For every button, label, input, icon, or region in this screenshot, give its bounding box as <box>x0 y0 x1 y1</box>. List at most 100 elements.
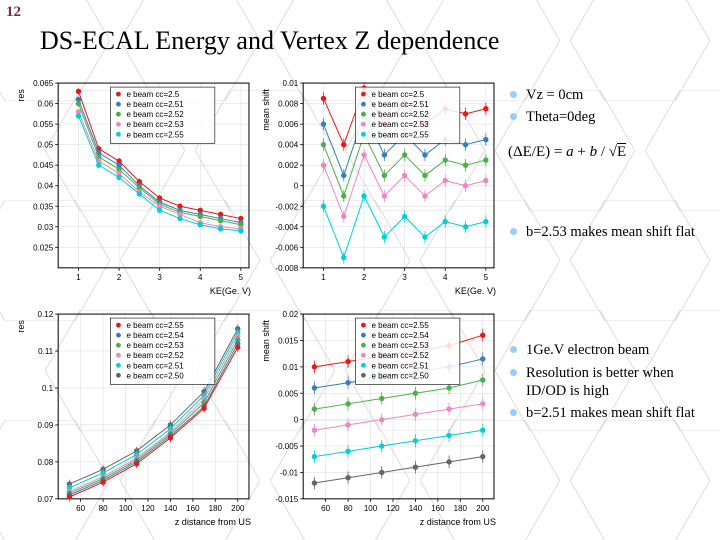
svg-text:e beam cc=2.52: e beam cc=2.52 <box>371 110 429 119</box>
svg-text:5: 5 <box>484 273 489 282</box>
svg-text:1: 1 <box>76 273 81 282</box>
svg-text:0.005: 0.005 <box>278 389 299 398</box>
svg-text:0.07: 0.07 <box>38 495 54 504</box>
svg-text:mean shift: mean shift <box>261 320 271 362</box>
svg-text:-0.006: -0.006 <box>275 243 298 252</box>
svg-text:160: 160 <box>186 504 200 513</box>
svg-text:80: 80 <box>99 504 108 513</box>
svg-text:res: res <box>16 89 26 102</box>
svg-text:e beam cc=2.55: e beam cc=2.55 <box>126 130 184 139</box>
svg-text:0.006: 0.006 <box>278 120 299 129</box>
svg-text:KE(Ge. V): KE(Ge. V) <box>455 286 496 296</box>
plot-res-vs-z: 0.07 0.08 0.09 0.1 0.11 0.12 60 80 100 120 140 160 1… <box>14 305 255 530</box>
svg-text:0.05: 0.05 <box>38 141 54 150</box>
svg-text:0: 0 <box>294 182 299 191</box>
formula: (ΔE/E) = a + b / √E <box>508 144 708 161</box>
svg-text:res: res <box>16 320 26 333</box>
svg-text:e beam cc=2.52: e beam cc=2.52 <box>371 351 429 360</box>
plot-meanshift-vs-z: -0.015-0.01-0.00500.0050.010.0150.026080… <box>259 305 500 530</box>
svg-text:0.015: 0.015 <box>278 336 299 345</box>
svg-text:e beam cc=2.52: e beam cc=2.52 <box>126 110 184 119</box>
svg-text:0.01: 0.01 <box>283 79 299 88</box>
svg-text:-0.004: -0.004 <box>275 223 298 232</box>
notes-sec2: b=2.53 makes mean shift flat <box>508 223 708 241</box>
svg-text:140: 140 <box>409 504 423 513</box>
svg-text:e beam cc=2.51: e beam cc=2.51 <box>126 361 184 370</box>
svg-text:e beam cc=2.51: e beam cc=2.51 <box>371 361 429 370</box>
svg-text:0.03: 0.03 <box>38 223 54 232</box>
svg-text:0: 0 <box>294 416 299 425</box>
plot-grid: 0.025 0.03 0.035 0.04 0.045 0.05 0.055 0.06 0.06… <box>14 74 500 530</box>
svg-text:5: 5 <box>239 273 244 282</box>
svg-text:100: 100 <box>119 504 133 513</box>
svg-text:0.004: 0.004 <box>278 141 299 150</box>
svg-text:0.065: 0.065 <box>33 79 54 88</box>
bullet: Vz = 0cm <box>508 86 708 104</box>
svg-text:e beam cc=2.51: e beam cc=2.51 <box>371 100 429 109</box>
bullet: b=2.51 makes mean shift flat <box>508 404 708 422</box>
svg-text:e beam cc=2.55: e beam cc=2.55 <box>126 321 184 330</box>
svg-text:e beam cc=2.55: e beam cc=2.55 <box>371 130 429 139</box>
svg-text:60: 60 <box>321 504 330 513</box>
bullet: Resolution is better when ID/OD is high <box>508 364 708 400</box>
svg-text:e beam cc=2.55: e beam cc=2.55 <box>371 321 429 330</box>
svg-text:0.01: 0.01 <box>283 363 299 372</box>
svg-text:-0.002: -0.002 <box>275 202 298 211</box>
bullet: b=2.53 makes mean shift flat <box>508 223 708 241</box>
notes-column: Vz = 0cm Theta=0deg (ΔE/E) = a + b / √E … <box>508 80 708 426</box>
svg-text:0.002: 0.002 <box>278 161 299 170</box>
svg-text:KE(Ge. V): KE(Ge. V) <box>210 286 251 296</box>
slide-number: 12 <box>6 4 21 21</box>
svg-text:z distance from US: z distance from US <box>175 517 251 527</box>
svg-text:4: 4 <box>443 273 448 282</box>
notes-sec3: 1Ge.V electron beam Resolution is better… <box>508 341 708 422</box>
plot-res-vs-ke: 0.025 0.03 0.035 0.04 0.045 0.05 0.055 0.06 0.06… <box>14 74 255 299</box>
plot-meanshift-vs-ke: -0.008 -0.006 -0.004 -0.002 0 0.002 0.004 0.006… <box>259 74 500 299</box>
svg-text:0.09: 0.09 <box>38 421 54 430</box>
svg-text:e beam cc=2.51: e beam cc=2.51 <box>126 100 184 109</box>
svg-text:0.04: 0.04 <box>38 182 54 191</box>
svg-text:120: 120 <box>386 504 400 513</box>
svg-text:0.06: 0.06 <box>38 100 54 109</box>
svg-text:e beam cc=2.50: e beam cc=2.50 <box>126 371 184 380</box>
svg-text:0.025: 0.025 <box>33 243 54 252</box>
svg-text:80: 80 <box>344 504 353 513</box>
svg-text:200: 200 <box>476 504 490 513</box>
notes-sec1: Vz = 0cm Theta=0deg <box>508 86 708 126</box>
svg-text:160: 160 <box>431 504 445 513</box>
svg-text:-0.008: -0.008 <box>275 264 298 273</box>
svg-text:2: 2 <box>117 273 122 282</box>
svg-text:180: 180 <box>454 504 468 513</box>
svg-text:0.045: 0.045 <box>33 161 54 170</box>
svg-text:e beam cc=2.5: e beam cc=2.5 <box>126 90 179 99</box>
svg-text:1: 1 <box>321 273 326 282</box>
svg-text:0.008: 0.008 <box>278 100 299 109</box>
svg-text:3: 3 <box>157 273 162 282</box>
svg-text:0.035: 0.035 <box>33 202 54 211</box>
svg-text:-0.005: -0.005 <box>275 442 298 451</box>
svg-text:180: 180 <box>209 504 223 513</box>
svg-text:0.11: 0.11 <box>38 347 54 356</box>
svg-text:140: 140 <box>164 504 178 513</box>
svg-text:2: 2 <box>362 273 367 282</box>
svg-text:-0.01: -0.01 <box>280 468 299 477</box>
svg-text:e beam cc=2.53: e beam cc=2.53 <box>371 120 429 129</box>
svg-text:e beam cc=2.53: e beam cc=2.53 <box>371 341 429 350</box>
svg-text:z distance from US: z distance from US <box>420 517 496 527</box>
svg-text:100: 100 <box>364 504 378 513</box>
svg-text:0.12: 0.12 <box>38 310 54 319</box>
svg-text:120: 120 <box>141 504 155 513</box>
svg-text:e beam cc=2.52: e beam cc=2.52 <box>126 351 184 360</box>
bullet: Theta=0deg <box>508 108 708 126</box>
svg-text:e beam cc=2.53: e beam cc=2.53 <box>126 341 184 350</box>
svg-text:0.055: 0.055 <box>33 120 54 129</box>
svg-text:0.1: 0.1 <box>42 384 54 393</box>
svg-text:60: 60 <box>76 504 85 513</box>
svg-text:4: 4 <box>198 273 203 282</box>
svg-text:3: 3 <box>402 273 407 282</box>
svg-text:0.08: 0.08 <box>38 458 54 467</box>
svg-text:200: 200 <box>231 504 245 513</box>
svg-text:e beam cc=2.54: e beam cc=2.54 <box>126 331 184 340</box>
svg-text:e beam cc=2.53: e beam cc=2.53 <box>126 120 184 129</box>
bullet: 1Ge.V electron beam <box>508 341 708 359</box>
